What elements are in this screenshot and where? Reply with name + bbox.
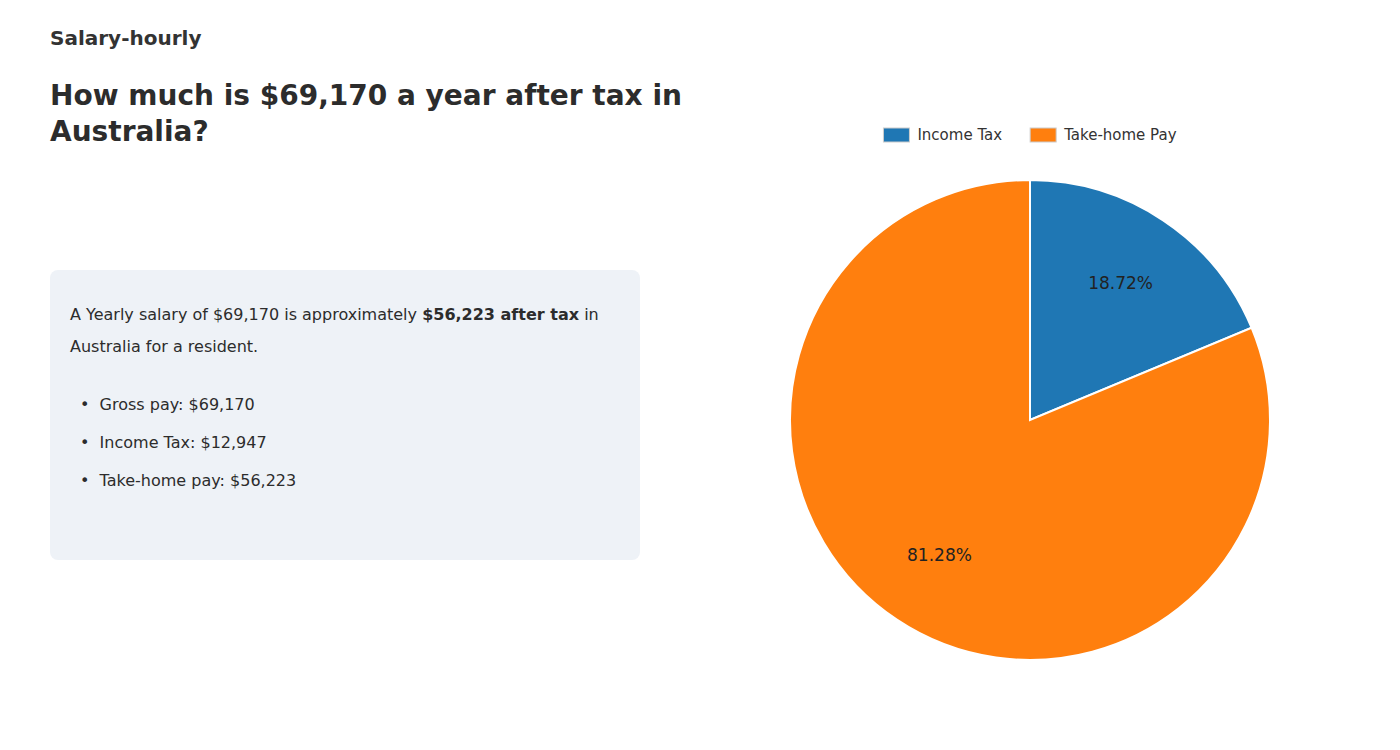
data-label: 81.28% bbox=[907, 545, 972, 565]
bullet-item: • Income Tax: $12,947 bbox=[80, 433, 267, 452]
logo-part: alary-hourly bbox=[64, 26, 201, 50]
legend: Income Tax Take-home Pay bbox=[883, 126, 1176, 144]
legend-swatch bbox=[883, 128, 909, 142]
highlight-text: $56,223 after tax bbox=[422, 305, 580, 324]
info-box bbox=[50, 270, 640, 560]
title: Australia? bbox=[50, 115, 209, 148]
chart-container: Salary-hourly How much is $69,170 a year … bbox=[0, 0, 1400, 750]
logo-part: S bbox=[50, 26, 64, 50]
logo: Salary-hourly bbox=[50, 26, 201, 50]
legend-item: Take-home Pay bbox=[1030, 126, 1177, 144]
data-label: 18.72% bbox=[1088, 273, 1153, 293]
box-text: A Yearly salary of $69,170 is approximat… bbox=[70, 305, 599, 324]
legend-label: Income Tax bbox=[917, 126, 1002, 144]
bullet-item: • Gross pay: $69,170 bbox=[80, 395, 255, 414]
pie-slice bbox=[790, 180, 1270, 660]
box-text: Australia for a resident. bbox=[70, 337, 258, 356]
legend-label: Take-home Pay bbox=[1063, 126, 1177, 144]
legend-item: Income Tax bbox=[883, 126, 1002, 144]
box-text-part: in bbox=[579, 305, 599, 324]
pie bbox=[790, 180, 1270, 660]
data-labels: 18.72% 81.28% bbox=[907, 273, 1153, 565]
legend-swatch bbox=[1030, 128, 1056, 142]
title: How much is $69,170 a year after tax in bbox=[50, 79, 682, 112]
canvas: Salary-hourly How much is $69,170 a year … bbox=[0, 0, 1400, 750]
box-text-part: A Yearly salary of $69,170 is approximat… bbox=[70, 305, 422, 324]
bullet-item: • Take-home pay: $56,223 bbox=[80, 471, 296, 490]
